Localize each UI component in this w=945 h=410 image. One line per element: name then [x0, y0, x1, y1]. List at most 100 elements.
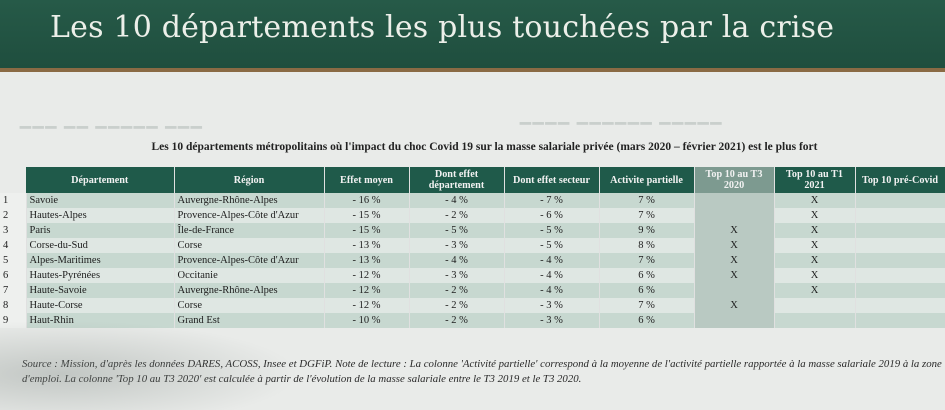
cell-effet-departement: - 5 %	[409, 223, 505, 238]
cell-effet-moyen: - 12 %	[324, 268, 410, 283]
cell-top10-t3: X	[694, 238, 775, 253]
show-through-text: ▁▁▁ ▁▁ ▁▁▁▁▁ ▁▁▁	[20, 112, 204, 128]
cell-effet-moyen: - 13 %	[324, 238, 410, 253]
source-note: Source : Mission, d'après les données DA…	[22, 358, 942, 385]
cell-top10-pre-covid	[855, 268, 945, 283]
cell-top10-t1: X	[774, 223, 856, 238]
cell-activite-partielle: 6 %	[599, 268, 695, 283]
row-index: 9	[0, 313, 27, 328]
table-caption: Les 10 départements métropolitains où l'…	[0, 141, 945, 153]
table-row: 8 Haute-Corse Corse - 12 % - 2 % - 3 % 7…	[0, 298, 945, 313]
cell-effet-moyen: - 10 %	[324, 313, 410, 328]
slide-title: Les 10 départements les plus touchées pa…	[50, 10, 835, 45]
cell-departement: Alpes-Maritimes	[26, 253, 175, 268]
cell-effet-secteur: - 4 %	[504, 283, 600, 298]
table-row: 3 Paris Île-de-France - 15 % - 5 % - 5 %…	[0, 223, 945, 238]
cell-region: Provence-Alpes-Côte d'Azur	[174, 253, 325, 268]
cell-top10-t1	[774, 298, 856, 313]
cell-departement: Haute-Corse	[26, 298, 175, 313]
cell-top10-t3	[694, 313, 775, 328]
cell-activite-partielle: 9 %	[599, 223, 695, 238]
cell-top10-t1: X	[774, 208, 856, 223]
cell-effet-moyen: - 12 %	[324, 283, 410, 298]
cell-top10-pre-covid	[855, 298, 945, 313]
row-index: 2	[0, 208, 27, 223]
header-activite-partielle: Activite partielle	[599, 167, 695, 193]
cell-region: Auvergne-Rhône-Alpes	[174, 283, 325, 298]
row-index: 5	[0, 253, 27, 268]
header-top10-t3: Top 10 au T3 2020	[694, 167, 775, 193]
cell-top10-pre-covid	[855, 223, 945, 238]
header-effet-secteur: Dont effet secteur	[504, 167, 600, 193]
row-index: 3	[0, 223, 27, 238]
header-top10-t1: Top 10 au T1 2021	[774, 167, 856, 193]
cell-effet-moyen: - 15 %	[324, 208, 410, 223]
cell-top10-t1: X	[774, 193, 856, 208]
cell-activite-partielle: 7 %	[599, 193, 695, 208]
cell-top10-pre-covid	[855, 283, 945, 298]
row-index: 8	[0, 298, 27, 313]
cell-effet-secteur: - 4 %	[504, 268, 600, 283]
cell-activite-partielle: 8 %	[599, 238, 695, 253]
cell-departement: Haute-Savoie	[26, 283, 175, 298]
cell-top10-t1: X	[774, 283, 856, 298]
cell-departement: Paris	[26, 223, 175, 238]
table-row: 2 Hautes-Alpes Provence-Alpes-Côte d'Azu…	[0, 208, 945, 223]
cell-effet-moyen: - 13 %	[324, 253, 410, 268]
cell-departement: Savoie	[26, 193, 175, 208]
cell-activite-partielle: 7 %	[599, 298, 695, 313]
cell-departement: Hautes-Alpes	[26, 208, 175, 223]
cell-top10-t1: X	[774, 268, 856, 283]
cell-region: Grand Est	[174, 313, 325, 328]
cell-top10-t3	[694, 193, 775, 208]
table-caption-text: Les 10 départements métropolitains où l'…	[151, 141, 818, 153]
cell-effet-moyen: - 16 %	[324, 193, 410, 208]
header-effet-departement: Dont effet département	[409, 167, 505, 193]
departments-table: Département Région Effet moyen Dont effe…	[0, 167, 945, 328]
show-through-text: ▁▁▁▁ ▁▁▁▁▁▁ ▁▁▁▁▁	[520, 108, 724, 124]
cell-effet-secteur: - 5 %	[504, 223, 600, 238]
header-index	[0, 167, 26, 193]
cell-activite-partielle: 7 %	[599, 253, 695, 268]
cell-effet-departement: - 2 %	[409, 208, 505, 223]
cell-activite-partielle: 6 %	[599, 313, 695, 328]
cell-departement: Haut-Rhin	[26, 313, 175, 328]
table-row: 1 Savoie Auvergne-Rhône-Alpes - 16 % - 4…	[0, 193, 945, 208]
cell-top10-t3: X	[694, 223, 775, 238]
cell-region: Auvergne-Rhône-Alpes	[174, 193, 325, 208]
cell-departement: Hautes-Pyrénées	[26, 268, 175, 283]
table-row: 5 Alpes-Maritimes Provence-Alpes-Côte d'…	[0, 253, 945, 268]
banner-divider	[0, 68, 945, 72]
cell-top10-t3: X	[694, 298, 775, 313]
table-row: 4 Corse-du-Sud Corse - 13 % - 3 % - 5 % …	[0, 238, 945, 253]
title-banner: Les 10 départements les plus touchées pa…	[0, 0, 945, 68]
cell-region: Corse	[174, 238, 325, 253]
cell-top10-t3	[694, 283, 775, 298]
cell-effet-moyen: - 12 %	[324, 298, 410, 313]
cell-effet-secteur: - 5 %	[504, 238, 600, 253]
table-row: 7 Haute-Savoie Auvergne-Rhône-Alpes - 12…	[0, 283, 945, 298]
table-row: 6 Hautes-Pyrénées Occitanie - 12 % - 3 %…	[0, 268, 945, 283]
cell-top10-t3: X	[694, 253, 775, 268]
header-top10-pre-covid: Top 10 pré-Covid	[855, 167, 945, 193]
cell-effet-secteur: - 7 %	[504, 193, 600, 208]
cell-top10-pre-covid	[855, 208, 945, 223]
cell-effet-secteur: - 6 %	[504, 208, 600, 223]
table-row: 9 Haut-Rhin Grand Est - 10 % - 2 % - 3 %…	[0, 313, 945, 328]
cell-effet-departement: - 4 %	[409, 253, 505, 268]
cell-effet-departement: - 3 %	[409, 238, 505, 253]
cell-top10-t3	[694, 208, 775, 223]
cell-effet-secteur: - 3 %	[504, 298, 600, 313]
cell-effet-departement: - 3 %	[409, 268, 505, 283]
header-effet-moyen: Effet moyen	[324, 167, 410, 193]
cell-effet-departement: - 2 %	[409, 298, 505, 313]
header-departement: Département	[26, 167, 175, 193]
row-index: 7	[0, 283, 27, 298]
cell-activite-partielle: 6 %	[599, 283, 695, 298]
cell-departement: Corse-du-Sud	[26, 238, 175, 253]
cell-top10-pre-covid	[855, 313, 945, 328]
cell-effet-secteur: - 3 %	[504, 313, 600, 328]
row-index: 4	[0, 238, 27, 253]
cell-effet-departement: - 2 %	[409, 283, 505, 298]
cell-region: Corse	[174, 298, 325, 313]
